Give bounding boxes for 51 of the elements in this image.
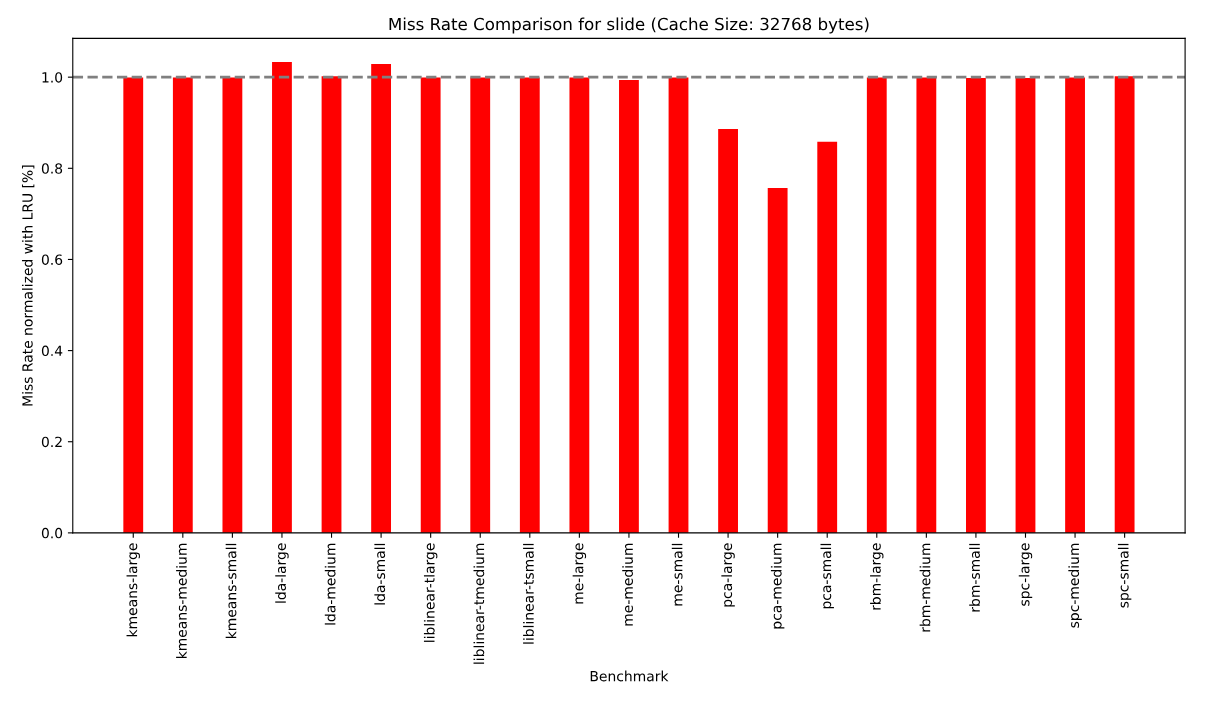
x-tick-label: liblinear-tsmall xyxy=(523,543,534,644)
x-tick-label: kmeans-small xyxy=(225,543,237,639)
x-tick-label: rbm-small xyxy=(969,543,980,612)
y-tick-label: 0.0 xyxy=(41,527,63,539)
x-tick-label: me-medium xyxy=(622,543,633,626)
bar xyxy=(718,129,738,533)
bar xyxy=(966,78,986,533)
bar xyxy=(321,76,342,533)
y-tick-label: 0.6 xyxy=(41,254,63,265)
x-tick-label: lda-large xyxy=(275,543,289,603)
bar xyxy=(619,79,639,533)
bar xyxy=(1065,77,1085,533)
bar xyxy=(817,141,838,533)
bar xyxy=(172,77,193,533)
y-tick-label: 0.8 xyxy=(41,163,63,174)
x-tick-label: lda-small xyxy=(374,543,386,605)
x-tick-label: rbm-medium xyxy=(919,543,931,632)
bar xyxy=(1015,78,1036,533)
x-tick-label: kmeans-medium xyxy=(176,543,187,659)
x-tick-label: lda-medium xyxy=(324,543,336,625)
bar xyxy=(519,77,540,533)
x-tick-label: pca-large xyxy=(721,543,735,607)
x-tick-label: spc-medium xyxy=(1068,543,1082,628)
x-tick-label: rbm-large xyxy=(870,543,884,610)
y-tick-label: 1.0 xyxy=(42,72,63,83)
x-tick-label: pca-small xyxy=(820,543,834,609)
x-tick-label: me-large xyxy=(572,543,587,604)
x-tick-label: pca-medium xyxy=(770,543,785,629)
bar xyxy=(420,77,441,533)
y-axis-title: Miss Rate normalized with LRU [%] xyxy=(21,165,35,406)
chart-title: Miss Rate Comparison for slide (Cache Size: 32768 bytes) xyxy=(389,17,869,34)
bar xyxy=(222,77,243,533)
y-tick-label: 0.2 xyxy=(41,436,62,448)
bar xyxy=(371,63,392,533)
x-tick-label: spc-large xyxy=(1018,543,1033,606)
bar xyxy=(569,77,590,533)
x-tick-label: liblinear-tlarge xyxy=(423,543,438,642)
bar xyxy=(767,187,788,533)
bar xyxy=(123,77,144,533)
bar xyxy=(866,77,887,533)
bar xyxy=(916,77,937,533)
bar xyxy=(1114,76,1135,533)
x-tick-label: kmeans-large xyxy=(126,543,140,637)
x-tick-label: spc-small xyxy=(1117,543,1132,608)
bar xyxy=(470,77,491,533)
y-tick-label: 0.4 xyxy=(41,345,63,357)
bar xyxy=(272,62,292,533)
x-tick-label: liblinear-tmedium xyxy=(473,543,485,664)
x-tick-label: me-small xyxy=(671,543,683,606)
bar xyxy=(668,77,689,533)
x-axis-title: Benchmark xyxy=(590,670,669,682)
